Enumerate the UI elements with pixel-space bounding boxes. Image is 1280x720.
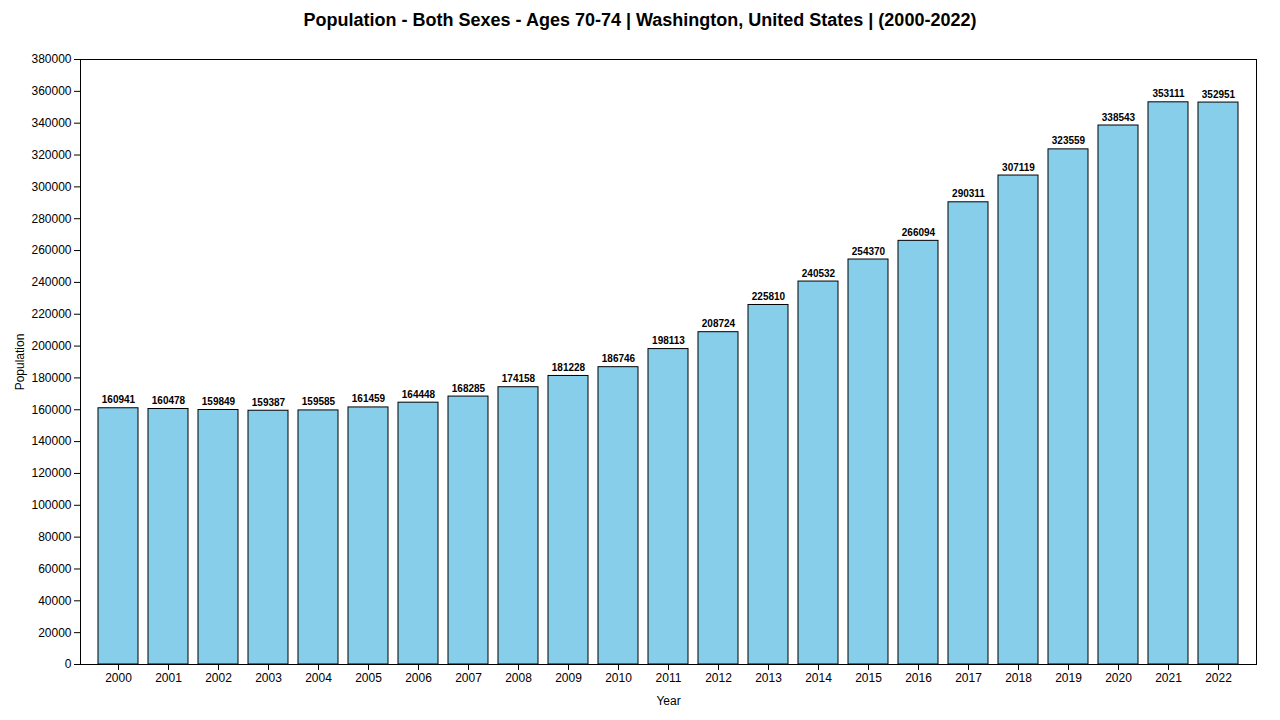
svg-text:140000: 140000 [31, 434, 71, 448]
svg-text:159849: 159849 [202, 396, 236, 407]
svg-text:323559: 323559 [1052, 135, 1086, 146]
svg-text:198113: 198113 [652, 335, 685, 346]
svg-text:338543: 338543 [1102, 112, 1136, 123]
svg-text:2022: 2022 [1205, 671, 1232, 685]
svg-text:260000: 260000 [31, 243, 71, 257]
svg-text:2009: 2009 [555, 671, 582, 685]
html-text:Population - Both Sexes - Ages: Population - Both Sexes - Ages 70-74 | W… [303, 10, 977, 30]
svg-text:254370: 254370 [852, 246, 886, 257]
svg-text:181228: 181228 [552, 362, 586, 373]
svg-text:0: 0 [65, 657, 72, 671]
svg-text:159387: 159387 [252, 397, 286, 408]
svg-text:352951: 352951 [1202, 89, 1236, 100]
svg-text:80000: 80000 [38, 530, 72, 544]
svg-text:2021: 2021 [1155, 671, 1182, 685]
svg-text:2001: 2001 [155, 671, 182, 685]
svg-text:340000: 340000 [31, 116, 71, 130]
svg-text:240532: 240532 [802, 268, 836, 279]
svg-text:159585: 159585 [302, 396, 336, 407]
svg-text:360000: 360000 [31, 84, 71, 98]
svg-text:2003: 2003 [255, 671, 282, 685]
svg-text:Year: Year [656, 694, 680, 708]
svg-text:2015: 2015 [855, 671, 882, 685]
svg-text:186746: 186746 [602, 353, 636, 364]
svg-text:164448: 164448 [402, 389, 436, 400]
svg-text:168285: 168285 [452, 383, 486, 394]
svg-text:2017: 2017 [955, 671, 982, 685]
svg-text:161459: 161459 [352, 393, 386, 404]
svg-text:2016: 2016 [905, 671, 932, 685]
svg-text:300000: 300000 [31, 180, 71, 194]
svg-text:2010: 2010 [605, 671, 632, 685]
svg-text:307119: 307119 [1002, 162, 1035, 173]
svg-text:2005: 2005 [355, 671, 382, 685]
svg-text:180000: 180000 [31, 371, 71, 385]
svg-text:200000: 200000 [31, 339, 71, 353]
svg-text:2019: 2019 [1055, 671, 1082, 685]
svg-text:225810: 225810 [752, 291, 786, 302]
svg-text:280000: 280000 [31, 212, 71, 226]
svg-text:2014: 2014 [805, 671, 832, 685]
svg-text:174158: 174158 [502, 373, 536, 384]
svg-text:60000: 60000 [38, 562, 72, 576]
svg-text:Population: Population [13, 334, 27, 391]
svg-text:2006: 2006 [405, 671, 432, 685]
svg-text:220000: 220000 [31, 307, 71, 321]
svg-text:2004: 2004 [305, 671, 332, 685]
svg-text:2011: 2011 [656, 671, 682, 685]
svg-text:160000: 160000 [31, 403, 71, 417]
svg-text:353111: 353111 [1152, 88, 1185, 99]
svg-text:2013: 2013 [755, 671, 782, 685]
svg-text:2012: 2012 [705, 671, 732, 685]
svg-text:20000: 20000 [38, 625, 72, 639]
svg-text:266094: 266094 [902, 227, 936, 238]
svg-text:2020: 2020 [1105, 671, 1132, 685]
svg-text:320000: 320000 [31, 148, 71, 162]
svg-text:160941: 160941 [102, 394, 136, 405]
svg-text:380000: 380000 [31, 52, 71, 66]
svg-text:2018: 2018 [1005, 671, 1032, 685]
svg-text:100000: 100000 [31, 498, 71, 512]
svg-text:120000: 120000 [31, 466, 71, 480]
svg-text:208724: 208724 [702, 318, 736, 329]
svg-text:40000: 40000 [38, 594, 72, 608]
svg-text:160478: 160478 [152, 395, 186, 406]
svg-text:240000: 240000 [31, 275, 71, 289]
svg-text:2002: 2002 [205, 671, 232, 685]
svg-text:290311: 290311 [952, 188, 985, 199]
svg-text:2007: 2007 [455, 671, 482, 685]
svg-text:2008: 2008 [505, 671, 532, 685]
svg-text:2000: 2000 [105, 671, 132, 685]
